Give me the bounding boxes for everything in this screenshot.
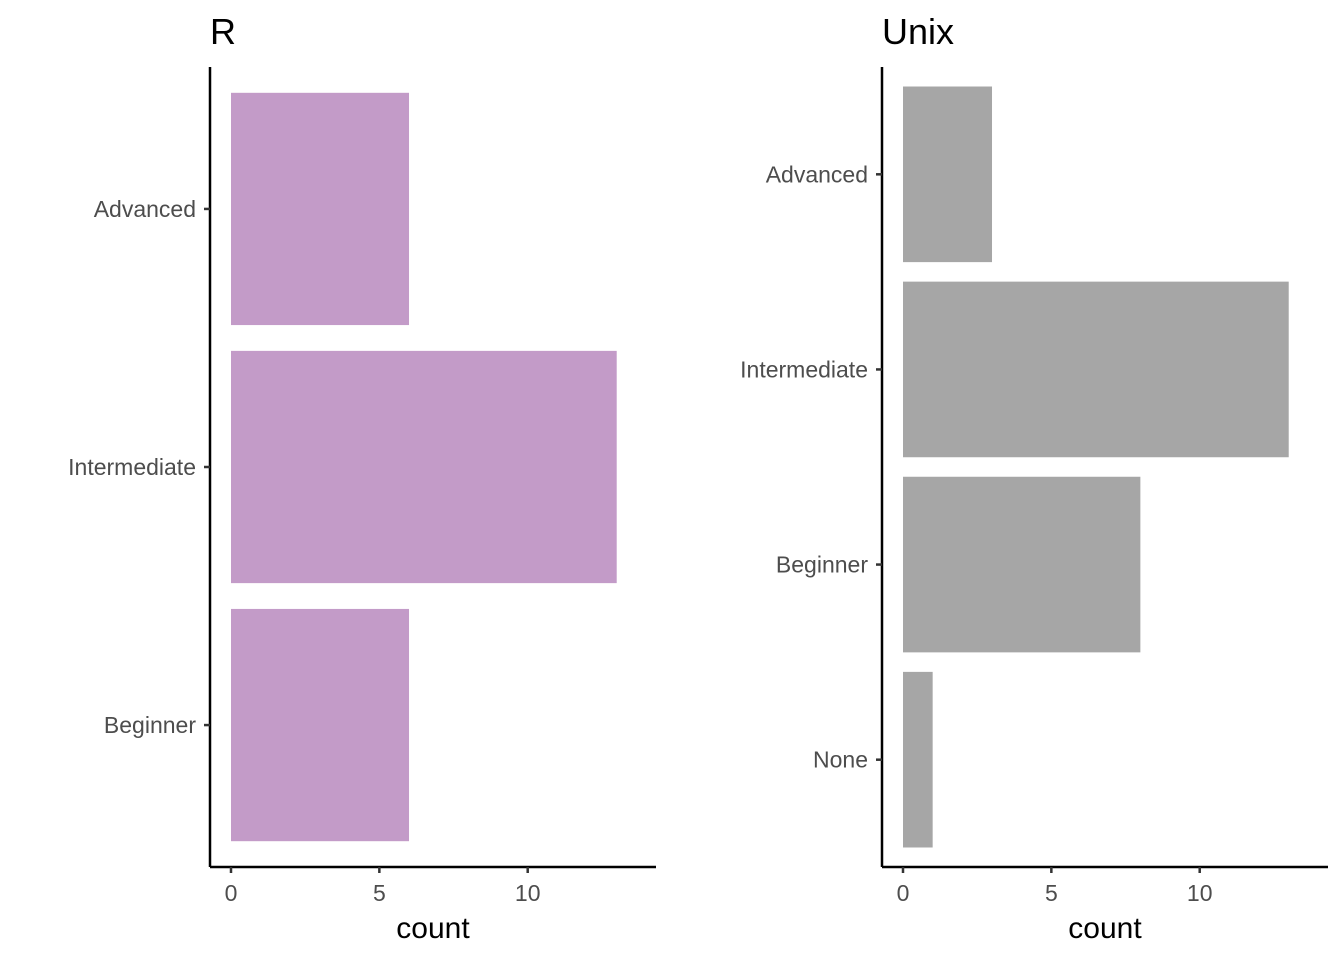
y-tick-label: Advanced [94, 196, 196, 222]
x-tick-label: 5 [1045, 880, 1058, 906]
x-tick-label: 5 [373, 880, 386, 906]
x-tick-label: 0 [225, 880, 238, 906]
bar-r-beginner [231, 608, 410, 842]
y-tick-label: Beginner [776, 552, 868, 578]
x-tick-label: 0 [897, 880, 910, 906]
panel-unix: Unix Advanced Intermediate Beginner None 0 5 10… [740, 11, 1328, 945]
x-tick-label: 10 [515, 880, 541, 906]
y-tick-label: Intermediate [740, 356, 868, 382]
x-tick-label: 10 [1187, 880, 1213, 906]
y-tick-label: Intermediate [68, 454, 196, 480]
panel-title: R [210, 11, 236, 52]
bar-r-intermediate [231, 350, 617, 584]
bar-r-advanced [231, 92, 410, 326]
x-axis-title: count [1068, 912, 1142, 945]
panel-r: R Advanced Intermediate Beginner 0 5 10 count [68, 11, 656, 945]
x-axis-title: count [396, 912, 470, 945]
panel-title: Unix [882, 11, 954, 52]
y-tick-label: Advanced [766, 161, 868, 187]
bar-unix-none [903, 671, 933, 848]
bar-unix-beginner [903, 476, 1141, 653]
y-tick-label: None [813, 747, 868, 773]
bar-unix-intermediate [903, 281, 1289, 458]
y-tick-label: Beginner [104, 712, 196, 738]
bar-unix-advanced [903, 86, 993, 263]
